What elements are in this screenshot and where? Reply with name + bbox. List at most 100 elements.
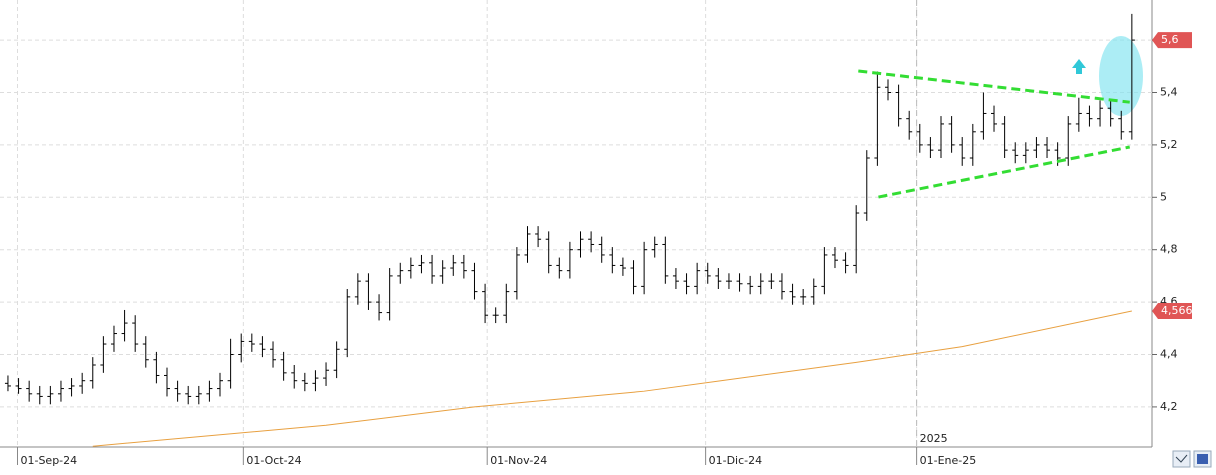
ohlc-bar bbox=[450, 254, 457, 276]
trendline bbox=[858, 69, 1130, 104]
x-tick-label: 01-Nov-24 bbox=[490, 454, 547, 467]
ohlc-bar bbox=[1128, 13, 1135, 140]
ohlc-bar bbox=[768, 273, 775, 290]
ohlc-bar bbox=[57, 380, 64, 402]
corner-buttons bbox=[1172, 450, 1212, 468]
ohlc-bar bbox=[4, 375, 11, 392]
ohlc-bar bbox=[365, 273, 372, 310]
ohlc-bar bbox=[397, 262, 404, 284]
ohlc-bar bbox=[821, 247, 828, 295]
ohlc-bar bbox=[1044, 137, 1051, 158]
y-tick-label: 4,4 bbox=[1160, 348, 1178, 361]
ohlc-bar bbox=[89, 357, 96, 389]
ohlc-bar bbox=[662, 236, 669, 284]
ohlc-bar bbox=[535, 226, 542, 248]
ohlc-bar bbox=[110, 325, 117, 352]
ohlc-bar bbox=[895, 84, 902, 127]
ohlc-bar bbox=[227, 338, 234, 389]
grid bbox=[0, 0, 1152, 447]
ohlc-bar bbox=[280, 351, 287, 381]
ohlc-bar bbox=[407, 257, 414, 279]
ohlc-bar bbox=[1033, 137, 1040, 158]
price-marker bbox=[1152, 32, 1192, 49]
ohlc-bar bbox=[800, 289, 807, 305]
ohlc-bar bbox=[206, 380, 213, 402]
ohlc-bar bbox=[545, 231, 552, 274]
ohlc-bar bbox=[376, 294, 383, 321]
up-arrow bbox=[1072, 59, 1086, 74]
ohlc-bar bbox=[174, 380, 181, 402]
ohlc-bar bbox=[15, 378, 22, 394]
ohlc-bar bbox=[619, 257, 626, 276]
ohlc-bar bbox=[969, 123, 976, 166]
x-tick-label: 01-Dic-24 bbox=[709, 454, 763, 467]
ohlc-bar bbox=[715, 268, 722, 290]
trendline bbox=[878, 145, 1131, 199]
ohlc-bar bbox=[948, 116, 955, 153]
ohlc-bar bbox=[1012, 142, 1019, 164]
y-tick-label: 4,8 bbox=[1160, 243, 1178, 256]
ohlc-bar bbox=[503, 283, 510, 324]
ohlc-bar bbox=[386, 268, 393, 321]
ohlc-bar bbox=[354, 273, 361, 305]
ohlc-bar bbox=[1075, 97, 1082, 132]
ohlc-bar bbox=[842, 252, 849, 274]
price-marker-label: 5,6 bbox=[1161, 33, 1179, 46]
save-icon bbox=[1197, 454, 1208, 464]
y-tick-label: 5,4 bbox=[1160, 85, 1178, 98]
ohlc-bar bbox=[694, 262, 701, 295]
ohlc-bar bbox=[863, 150, 870, 221]
ohlc-bar bbox=[439, 260, 446, 284]
ohlc-bar bbox=[163, 367, 170, 397]
x-tick-label: 01-Ene-25 bbox=[920, 454, 977, 467]
ohlc-bar bbox=[651, 236, 658, 258]
ohlc-bar bbox=[259, 336, 266, 358]
ohlc-bar bbox=[270, 341, 277, 368]
ohlc-bar bbox=[959, 137, 966, 166]
ohlc-bar bbox=[1097, 100, 1104, 127]
ohlc-bar bbox=[683, 273, 690, 295]
ohlc-bar bbox=[810, 278, 817, 305]
moving-average bbox=[92, 310, 1132, 447]
ohlc-bar bbox=[429, 254, 436, 284]
highlight-ellipse bbox=[1099, 36, 1143, 116]
ohlc-bar bbox=[1022, 142, 1029, 164]
ohlc-bar bbox=[1107, 100, 1114, 127]
y-tick-label: 5 bbox=[1160, 190, 1167, 203]
ohlc-bar bbox=[418, 254, 425, 274]
ohlc-bar bbox=[132, 315, 139, 352]
ohlc-bar bbox=[736, 273, 743, 292]
ohlc-bar bbox=[991, 105, 998, 132]
ohlc-bar bbox=[482, 283, 489, 324]
ohlc-bar bbox=[1118, 110, 1125, 140]
ohlc-bar bbox=[312, 370, 319, 392]
ohlc-bar bbox=[725, 273, 732, 290]
ohlc-bar bbox=[1086, 105, 1093, 127]
ohlc-bar bbox=[609, 247, 616, 274]
ohlc-bar bbox=[566, 241, 573, 279]
ohlc-bar bbox=[333, 341, 340, 379]
ohlc-bar bbox=[142, 336, 149, 368]
ohlc-bar bbox=[248, 333, 255, 352]
ohlc-bar bbox=[641, 241, 648, 295]
ohlc-bar bbox=[524, 226, 531, 263]
y-tick-label: 5,2 bbox=[1160, 138, 1178, 151]
ohlc-bar bbox=[789, 283, 796, 305]
ohlc-bar bbox=[831, 247, 838, 269]
ohlc-bar bbox=[185, 385, 192, 405]
ohlc-bar bbox=[588, 231, 595, 253]
ohlc-bar bbox=[577, 231, 584, 258]
zoom-button[interactable] bbox=[1172, 450, 1191, 468]
ohlc-bar bbox=[1065, 116, 1072, 166]
ohlc-bar bbox=[291, 364, 298, 389]
price-marker-label: 4,566 bbox=[1161, 304, 1193, 317]
ohlc-bar bbox=[916, 123, 923, 153]
ohlc-bar bbox=[36, 385, 43, 405]
ohlc-bar bbox=[853, 205, 860, 274]
ohlc-bar bbox=[757, 273, 764, 295]
ohlc-bar bbox=[344, 289, 351, 358]
ohlc-bar bbox=[238, 333, 245, 363]
ohlc-bar bbox=[630, 260, 637, 295]
